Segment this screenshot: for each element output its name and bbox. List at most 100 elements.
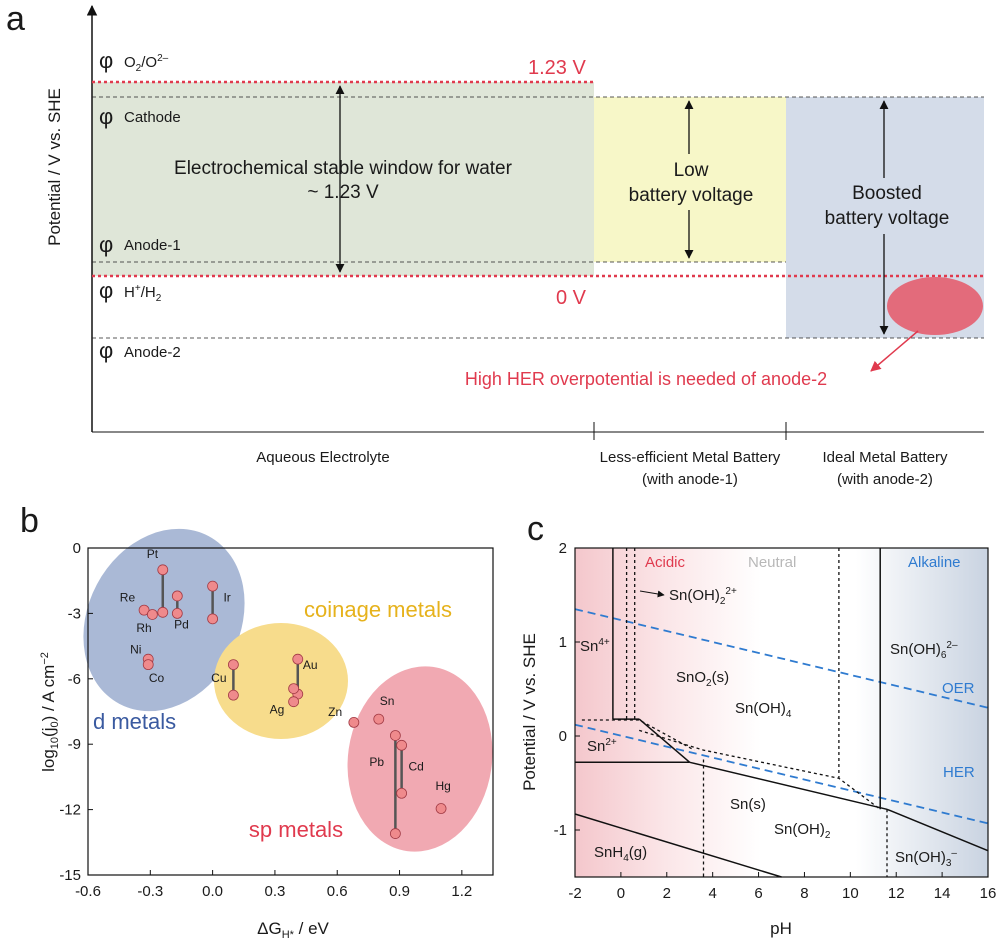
phi-symbol: φ: [99, 338, 113, 363]
species-snoh2: Sn(OH)2: [774, 821, 831, 841]
species-sn2: Sn2+: [587, 737, 617, 755]
phi-symbol: φ: [99, 48, 113, 73]
x-tick-label: 0.9: [389, 883, 410, 900]
species-snoh4: Sn(OH)4: [735, 700, 792, 720]
voltage-0-label: 0 V: [556, 287, 587, 309]
section-ideal-line2: (with anode-2): [837, 471, 933, 488]
low-voltage-text-bg: [640, 154, 742, 210]
snoh2-2-pointer: [639, 590, 665, 598]
point-label: Zn: [328, 705, 342, 719]
anode2-level-label: Anode-2: [124, 344, 181, 361]
x-tick-label: 12: [888, 885, 905, 902]
oer-line-label: OER: [942, 680, 975, 697]
data-point: [389, 730, 401, 741]
point-label: Ni: [130, 643, 141, 657]
x-tick-label: 6: [754, 885, 762, 902]
x-tick-label: 0: [617, 885, 625, 902]
series-snh4-sn-boundary: [574, 813, 782, 878]
data-point: [207, 613, 219, 625]
series-sn-sn-oh-3-boundary: [886, 808, 989, 852]
point-label: Pb: [369, 755, 384, 769]
data-point: [227, 689, 239, 701]
panel-b-marks: -0.6 -0.3 0.0 0.3 0.6 0.9 1.2 0 -3 -6 -9 -12 -15 Pt Re…: [59, 540, 494, 900]
boosted-voltage-text-2: battery voltage: [825, 208, 950, 229]
x-tick-label: 0.6: [327, 883, 348, 900]
boosted-text-bg: [830, 178, 942, 234]
series-her: [574, 723, 989, 825]
boosted-voltage-text-1: Boosted: [852, 183, 922, 204]
point-label: Rh: [136, 621, 151, 635]
phi-symbol: φ: [99, 104, 113, 129]
sp-metals-label: sp metals: [249, 817, 343, 842]
data-point: [288, 696, 300, 708]
panel-b-label: b: [20, 502, 39, 540]
data-point: [157, 564, 169, 576]
point-label: Pt: [147, 547, 159, 561]
series-oer: [574, 608, 989, 709]
coinage-metals-region: [214, 623, 348, 739]
point-label: Re: [120, 590, 136, 604]
y-tick-label: 1: [559, 634, 567, 651]
data-point: [348, 717, 360, 728]
panel-a-y-label: Potential / V vs. SHE: [45, 88, 64, 246]
point-label: Cu: [211, 671, 226, 685]
species-sn-solid: Sn(s): [730, 796, 766, 813]
phi-symbol: φ: [99, 278, 113, 303]
anode1-level-label: Anode-1: [124, 237, 181, 254]
x-tick-label: 10: [842, 885, 859, 902]
data-point: [157, 606, 169, 618]
region-acidic-label: Acidic: [645, 554, 686, 571]
panel-c-label: c: [527, 510, 544, 548]
point-label: Co: [149, 671, 165, 685]
species-snh4: SnH4(g): [594, 844, 647, 864]
data-point: [171, 608, 183, 619]
o2-level-label: O2/O2–: [124, 53, 169, 74]
x-tick-label: 0.3: [264, 883, 285, 900]
y-tick-label: -6: [68, 671, 81, 688]
panel-b-frame: [87, 547, 494, 876]
series-dotted-3: [581, 719, 695, 751]
panel-c-y-label: Potential / V vs. SHE: [520, 633, 539, 791]
stable-window-text-2: ~ 1.23 V: [307, 182, 379, 203]
point-label: Sn: [380, 694, 395, 708]
panel-a-label: a: [6, 0, 25, 38]
her-note: High HER overpotential is needed of anod…: [465, 369, 827, 389]
x-tick-label: -2: [568, 885, 581, 902]
y-tick-label: -1: [554, 822, 567, 839]
x-tick-label: 4: [708, 885, 716, 902]
y-tick-label: 0: [559, 728, 567, 745]
y-tick-label: -12: [59, 802, 81, 819]
region-alkaline-label: Alkaline: [908, 554, 961, 571]
sp-metals-region: [347, 666, 493, 852]
y-tick-label: 0: [73, 540, 81, 557]
stable-window-text-1: Electrochemical stable window for water: [174, 158, 513, 179]
x-tick-label: 1.2: [451, 883, 472, 900]
x-tick-label: 2: [663, 885, 671, 902]
data-point: [396, 787, 408, 799]
point-label: Ir: [223, 590, 230, 604]
point-label: Hg: [435, 779, 450, 793]
d-metals-region: [83, 528, 245, 712]
data-point: [435, 803, 447, 814]
y-tick-label: -9: [68, 736, 81, 753]
species-sno2: SnO2(s): [676, 669, 729, 689]
point-label: Ag: [270, 703, 285, 717]
cathode-level-label: Cathode: [124, 109, 181, 126]
x-tick-label: 14: [934, 885, 951, 902]
d-metals-label: d metals: [93, 709, 176, 734]
panel-c-frame: [574, 547, 989, 878]
region-neutral-label: Neutral: [748, 554, 796, 571]
x-tick-label: -0.6: [75, 883, 101, 900]
data-point: [396, 739, 408, 751]
her-line-label: HER: [943, 764, 975, 781]
panel-b-x-label: ΔGH* / eV: [257, 919, 329, 941]
species-sn4: Sn4+: [580, 637, 610, 655]
data-point: [373, 713, 385, 725]
panel-c-x-label: pH: [770, 919, 792, 938]
section-aqueous-electrolyte: Aqueous Electrolyte: [256, 449, 389, 466]
point-label: Cd: [408, 759, 423, 773]
data-point: [292, 653, 304, 665]
species-snoh3: Sn(OH)3–: [895, 848, 957, 869]
